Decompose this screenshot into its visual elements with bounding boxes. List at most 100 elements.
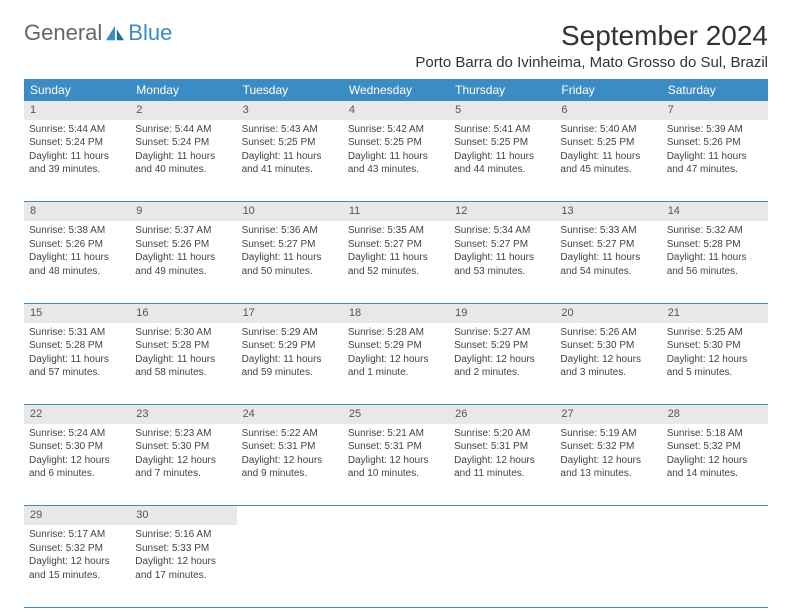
day-detail-cell: Sunrise: 5:33 AMSunset: 5:27 PMDaylight:… <box>555 221 661 303</box>
sunset-text: Sunset: 5:25 PM <box>454 136 550 150</box>
logo: General Blue <box>24 20 172 46</box>
daylight-text: Daylight: 11 hours and 40 minutes. <box>135 150 231 177</box>
day-detail-cell: Sunrise: 5:44 AMSunset: 5:24 PMDaylight:… <box>24 120 130 202</box>
daylight-text: Daylight: 12 hours and 17 minutes. <box>135 555 231 582</box>
sunset-text: Sunset: 5:30 PM <box>667 339 763 353</box>
day-number-cell: 23 <box>130 405 236 424</box>
day-number-cell: 25 <box>343 405 449 424</box>
day-number-cell: 5 <box>449 101 555 120</box>
day-detail-cell: Sunrise: 5:38 AMSunset: 5:26 PMDaylight:… <box>24 221 130 303</box>
day-number-cell <box>449 506 555 525</box>
daylight-text: Daylight: 12 hours and 7 minutes. <box>135 454 231 481</box>
sunrise-text: Sunrise: 5:21 AM <box>348 427 444 441</box>
daylight-text: Daylight: 12 hours and 11 minutes. <box>454 454 550 481</box>
sunrise-text: Sunrise: 5:35 AM <box>348 224 444 238</box>
daylight-text: Daylight: 12 hours and 2 minutes. <box>454 353 550 380</box>
day-number-cell <box>662 506 768 525</box>
day-detail-cell: Sunrise: 5:36 AMSunset: 5:27 PMDaylight:… <box>237 221 343 303</box>
day-number-cell: 29 <box>24 506 130 525</box>
week-number-row: 22232425262728 <box>24 405 768 424</box>
day-number-cell: 3 <box>237 101 343 120</box>
daylight-text: Daylight: 12 hours and 14 minutes. <box>667 454 763 481</box>
week-detail-row: Sunrise: 5:44 AMSunset: 5:24 PMDaylight:… <box>24 120 768 202</box>
day-number-cell: 15 <box>24 303 130 322</box>
daylight-text: Daylight: 11 hours and 39 minutes. <box>29 150 125 177</box>
day-number-cell: 22 <box>24 405 130 424</box>
day-number-cell: 16 <box>130 303 236 322</box>
day-detail-cell: Sunrise: 5:44 AMSunset: 5:24 PMDaylight:… <box>130 120 236 202</box>
day-number-cell: 24 <box>237 405 343 424</box>
sunset-text: Sunset: 5:28 PM <box>29 339 125 353</box>
day-detail-cell: Sunrise: 5:43 AMSunset: 5:25 PMDaylight:… <box>237 120 343 202</box>
daylight-text: Daylight: 11 hours and 43 minutes. <box>348 150 444 177</box>
sunrise-text: Sunrise: 5:34 AM <box>454 224 550 238</box>
week-number-row: 2930 <box>24 506 768 525</box>
daylight-text: Daylight: 12 hours and 15 minutes. <box>29 555 125 582</box>
sunrise-text: Sunrise: 5:33 AM <box>560 224 656 238</box>
day-number-cell: 19 <box>449 303 555 322</box>
daylight-text: Daylight: 12 hours and 10 minutes. <box>348 454 444 481</box>
day-header: Sunday <box>24 79 130 101</box>
sunset-text: Sunset: 5:32 PM <box>560 440 656 454</box>
day-number-cell: 17 <box>237 303 343 322</box>
sunrise-text: Sunrise: 5:25 AM <box>667 326 763 340</box>
daylight-text: Daylight: 11 hours and 54 minutes. <box>560 251 656 278</box>
daylight-text: Daylight: 11 hours and 59 minutes. <box>242 353 338 380</box>
sunset-text: Sunset: 5:27 PM <box>454 238 550 252</box>
sunrise-text: Sunrise: 5:24 AM <box>29 427 125 441</box>
sunset-text: Sunset: 5:29 PM <box>454 339 550 353</box>
daylight-text: Daylight: 12 hours and 5 minutes. <box>667 353 763 380</box>
sunrise-text: Sunrise: 5:22 AM <box>242 427 338 441</box>
week-detail-row: Sunrise: 5:24 AMSunset: 5:30 PMDaylight:… <box>24 424 768 506</box>
day-number-cell: 10 <box>237 202 343 221</box>
daylight-text: Daylight: 11 hours and 52 minutes. <box>348 251 444 278</box>
day-number-cell: 14 <box>662 202 768 221</box>
sunset-text: Sunset: 5:33 PM <box>135 542 231 556</box>
day-detail-cell: Sunrise: 5:29 AMSunset: 5:29 PMDaylight:… <box>237 323 343 405</box>
logo-sail-icon <box>104 24 126 42</box>
week-number-row: 1234567 <box>24 101 768 120</box>
sunrise-text: Sunrise: 5:28 AM <box>348 326 444 340</box>
sunrise-text: Sunrise: 5:17 AM <box>29 528 125 542</box>
week-number-row: 891011121314 <box>24 202 768 221</box>
sunset-text: Sunset: 5:26 PM <box>29 238 125 252</box>
day-detail-cell: Sunrise: 5:35 AMSunset: 5:27 PMDaylight:… <box>343 221 449 303</box>
sunrise-text: Sunrise: 5:43 AM <box>242 123 338 137</box>
sunset-text: Sunset: 5:28 PM <box>135 339 231 353</box>
day-detail-cell: Sunrise: 5:26 AMSunset: 5:30 PMDaylight:… <box>555 323 661 405</box>
day-detail-cell: Sunrise: 5:18 AMSunset: 5:32 PMDaylight:… <box>662 424 768 506</box>
sunrise-text: Sunrise: 5:30 AM <box>135 326 231 340</box>
day-detail-cell: Sunrise: 5:30 AMSunset: 5:28 PMDaylight:… <box>130 323 236 405</box>
day-number-cell <box>237 506 343 525</box>
day-detail-cell: Sunrise: 5:17 AMSunset: 5:32 PMDaylight:… <box>24 525 130 607</box>
sunset-text: Sunset: 5:25 PM <box>242 136 338 150</box>
day-number-cell <box>555 506 661 525</box>
logo-text-general: General <box>24 20 102 46</box>
daylight-text: Daylight: 11 hours and 48 minutes. <box>29 251 125 278</box>
week-detail-row: Sunrise: 5:17 AMSunset: 5:32 PMDaylight:… <box>24 525 768 607</box>
day-detail-cell <box>449 525 555 607</box>
location-text: Porto Barra do Ivinheima, Mato Grosso do… <box>415 54 768 71</box>
sunrise-text: Sunrise: 5:39 AM <box>667 123 763 137</box>
day-number-cell: 26 <box>449 405 555 424</box>
sunrise-text: Sunrise: 5:19 AM <box>560 427 656 441</box>
daylight-text: Daylight: 11 hours and 53 minutes. <box>454 251 550 278</box>
sunrise-text: Sunrise: 5:18 AM <box>667 427 763 441</box>
day-number-cell: 18 <box>343 303 449 322</box>
sunset-text: Sunset: 5:27 PM <box>348 238 444 252</box>
week-number-row: 15161718192021 <box>24 303 768 322</box>
daylight-text: Daylight: 11 hours and 50 minutes. <box>242 251 338 278</box>
day-detail-cell: Sunrise: 5:20 AMSunset: 5:31 PMDaylight:… <box>449 424 555 506</box>
day-number-cell: 20 <box>555 303 661 322</box>
day-number-cell: 11 <box>343 202 449 221</box>
daylight-text: Daylight: 12 hours and 6 minutes. <box>29 454 125 481</box>
day-header: Thursday <box>449 79 555 101</box>
day-detail-cell <box>662 525 768 607</box>
day-detail-cell: Sunrise: 5:21 AMSunset: 5:31 PMDaylight:… <box>343 424 449 506</box>
daylight-text: Daylight: 12 hours and 1 minute. <box>348 353 444 380</box>
daylight-text: Daylight: 11 hours and 49 minutes. <box>135 251 231 278</box>
day-detail-cell: Sunrise: 5:42 AMSunset: 5:25 PMDaylight:… <box>343 120 449 202</box>
day-header: Tuesday <box>237 79 343 101</box>
day-number-cell: 6 <box>555 101 661 120</box>
sunset-text: Sunset: 5:25 PM <box>560 136 656 150</box>
